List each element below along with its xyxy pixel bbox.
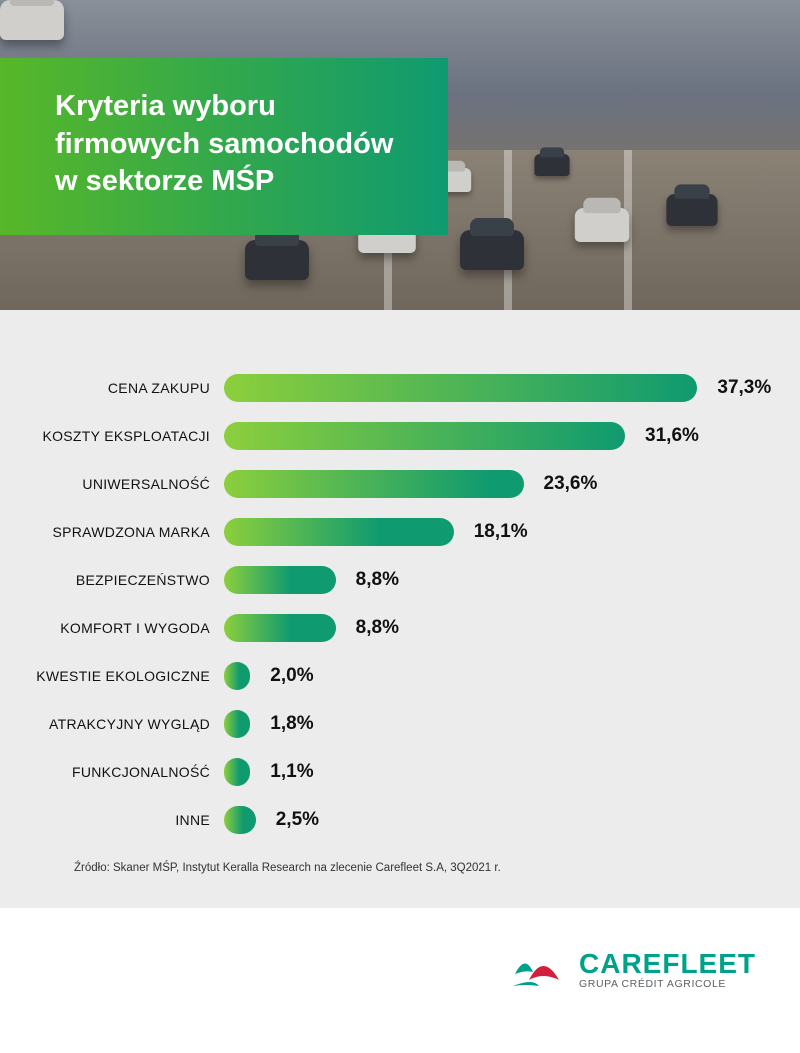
- bar-value: 18,1%: [454, 518, 528, 546]
- bar-label: KWESTIE EKOLOGICZNE: [14, 668, 224, 684]
- source-text: Źródło: Skaner MŚP, Instytut Keralla Res…: [14, 844, 750, 874]
- bar-row: KOSZTY EKSPLOATACJI 31,6%: [14, 412, 750, 460]
- bar-label: FUNKCJONALNOŚĆ: [14, 764, 224, 780]
- car-shape: [575, 208, 629, 242]
- bar-track: 1,8%: [224, 710, 750, 738]
- bar-track: 31,6%: [224, 422, 750, 450]
- bar-label: CENA ZAKUPU: [14, 380, 224, 396]
- bar-label: ATRAKCYJNY WYGLĄD: [14, 716, 224, 732]
- bar-value: 31,6%: [625, 422, 699, 450]
- car-shape: [460, 230, 524, 270]
- bar-row: FUNKCJONALNOŚĆ 1,1%: [14, 748, 750, 796]
- bar-track: 8,8%: [224, 614, 750, 642]
- bar-fill: [224, 758, 250, 786]
- bar-row: BEZPIECZEŃSTWO 8,8%: [14, 556, 750, 604]
- title-line: w sektorze MŚP: [55, 163, 393, 201]
- bar-track: 23,6%: [224, 470, 750, 498]
- bar-value: 37,3%: [697, 374, 771, 402]
- bar-fill: [224, 614, 336, 642]
- bar-fill: [224, 470, 524, 498]
- bar-label: KOMFORT I WYGODA: [14, 620, 224, 636]
- chart-area: CENA ZAKUPU37,3%KOSZTY EKSPLOATACJI31,6%…: [0, 310, 800, 908]
- bar-label: INNE: [14, 812, 224, 828]
- bar-fill: [224, 662, 250, 690]
- bar-row: KWESTIE EKOLOGICZNE 2,0%: [14, 652, 750, 700]
- bar-row: ATRAKCYJNY WYGLĄD 1,8%: [14, 700, 750, 748]
- bar-fill: [224, 806, 256, 834]
- bar-row: UNIWERSALNOŚĆ 23,6%: [14, 460, 750, 508]
- bar-fill: [224, 518, 454, 546]
- bar-label: KOSZTY EKSPLOATACJI: [14, 428, 224, 444]
- brand-sub: GRUPA CRÉDIT AGRICOLE: [579, 978, 756, 991]
- bar-row: INNE 2,5%: [14, 796, 750, 844]
- bar-fill: [224, 566, 336, 594]
- bar-track: 8,8%: [224, 566, 750, 594]
- footer: CAREFLEET GRUPA CRÉDIT AGRICOLE: [0, 908, 800, 1033]
- bar-row: SPRAWDZONA MARKA 18,1%: [14, 508, 750, 556]
- title-box: Kryteria wyborufirmowych samochodóww sek…: [0, 58, 448, 235]
- brand-text: CAREFLEET GRUPA CRÉDIT AGRICOLE: [579, 950, 756, 991]
- bar-value: 1,1%: [250, 758, 313, 786]
- title-line: firmowych samochodów: [55, 126, 393, 164]
- bar-label: UNIWERSALNOŚĆ: [14, 476, 224, 492]
- hero-banner: Kryteria wyborufirmowych samochodóww sek…: [0, 0, 800, 310]
- bar-row: CENA ZAKUPU37,3%: [14, 364, 750, 412]
- bar-track: 37,3%: [224, 374, 750, 402]
- brand-name: CAREFLEET: [579, 950, 756, 978]
- bar-track: 2,0%: [224, 662, 750, 690]
- car-shape: [534, 154, 569, 176]
- car-shape: [666, 194, 717, 226]
- bar-track: 18,1%: [224, 518, 750, 546]
- bar-value: 1,8%: [250, 710, 313, 738]
- ca-logo-icon: [509, 950, 565, 992]
- car-shape: [245, 240, 309, 280]
- bar-value: 2,5%: [256, 806, 319, 834]
- bar-value: 23,6%: [524, 470, 598, 498]
- car-shape: [0, 0, 64, 40]
- bars-container: CENA ZAKUPU37,3% KOSZTY EKSPLOATACJI 31,6%…: [14, 364, 750, 844]
- bar-label: BEZPIECZEŃSTWO: [14, 572, 224, 588]
- brand: CAREFLEET GRUPA CRÉDIT AGRICOLE: [509, 950, 756, 992]
- bar-value: 2,0%: [250, 662, 313, 690]
- bar-fill: [224, 374, 697, 402]
- bar-value: 8,8%: [336, 614, 399, 642]
- bar-fill: [224, 710, 250, 738]
- bar-fill: [224, 422, 625, 450]
- bar-track: 2,5%: [224, 806, 750, 834]
- bar-track: 1,1%: [224, 758, 750, 786]
- bar-label: SPRAWDZONA MARKA: [14, 524, 224, 540]
- title-line: Kryteria wyboru: [55, 88, 393, 126]
- bar-row: KOMFORT I WYGODA 8,8%: [14, 604, 750, 652]
- bar-value: 8,8%: [336, 566, 399, 594]
